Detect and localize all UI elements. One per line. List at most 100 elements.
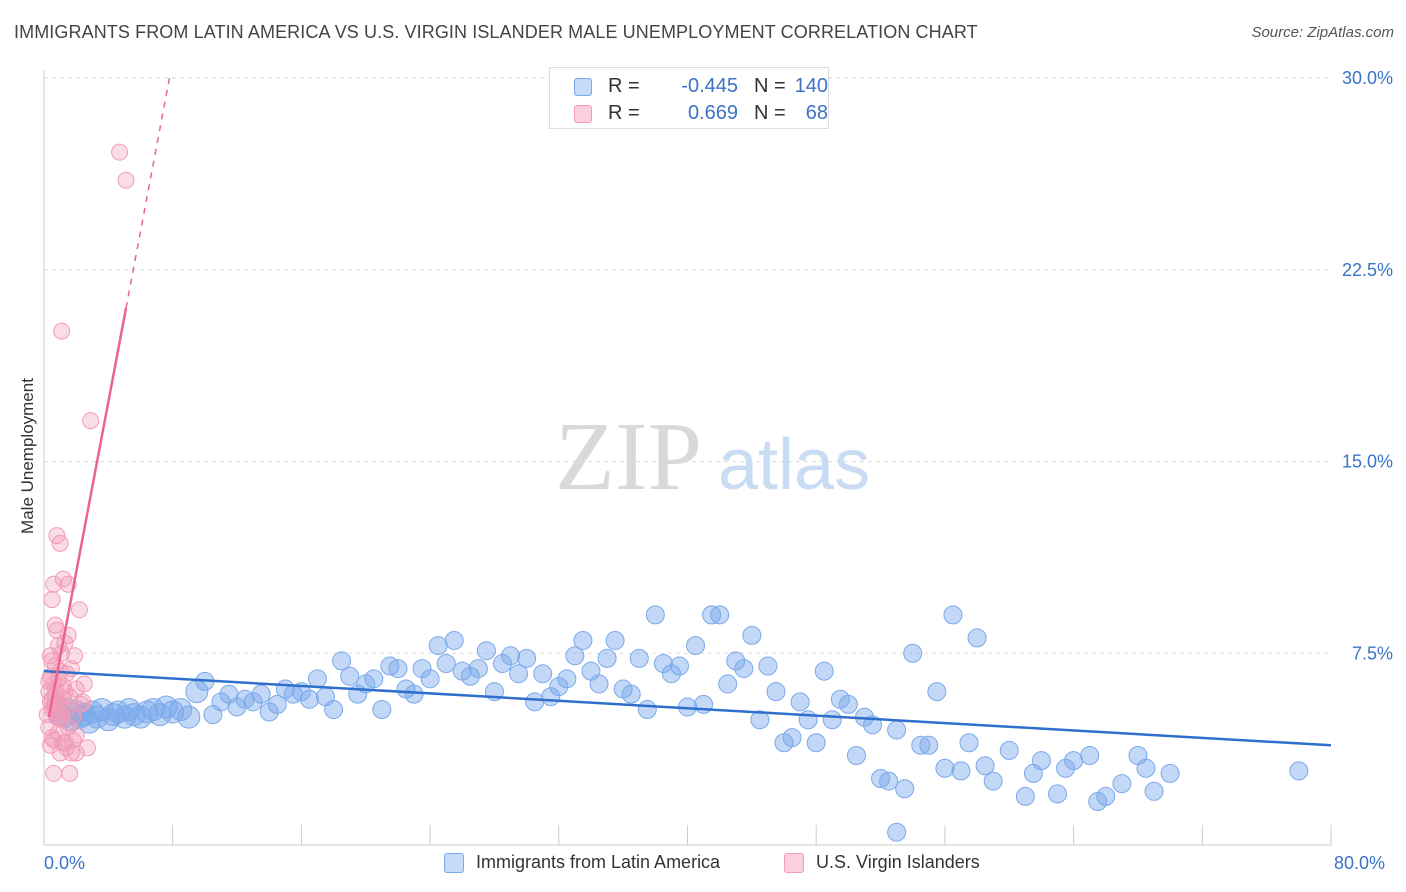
point-latin-america-54 xyxy=(412,659,432,679)
point-virgin-islanders-52 xyxy=(61,764,79,782)
legend-r-value: -0.445 xyxy=(681,75,738,97)
point-latin-america-58 xyxy=(444,630,464,650)
bottom-legend-label: Immigrants from Latin America xyxy=(476,852,721,872)
point-latin-america-83 xyxy=(645,605,665,625)
bottom-legend-swatch-pink xyxy=(784,853,804,873)
point-latin-america-133 xyxy=(1080,746,1100,766)
point-latin-america-92 xyxy=(718,674,738,694)
point-latin-america-51 xyxy=(388,659,408,679)
watermark-zip: ZIP xyxy=(555,403,702,511)
point-virgin-islanders-47 xyxy=(45,764,63,782)
point-latin-america-49 xyxy=(372,699,392,719)
point-latin-america-86 xyxy=(669,656,689,676)
x-tick-label-min: 0.0% xyxy=(44,853,86,873)
y-tick-labels: 7.5% 15.0% 22.5% 30.0% xyxy=(1342,68,1393,663)
point-latin-america-105 xyxy=(822,710,842,730)
legend-r-label: R = xyxy=(608,75,640,97)
point-latin-america-91 xyxy=(710,605,730,625)
legend-swatch-blue xyxy=(574,78,592,96)
legend-n-label: N = xyxy=(754,102,786,124)
legend-box: R = -0.445 N = 140 R = 0.669 N = 68 xyxy=(549,67,829,129)
point-latin-america-140 xyxy=(1160,763,1180,783)
point-latin-america-81 xyxy=(629,648,649,668)
point-latin-america-60 xyxy=(460,666,480,686)
point-virgin-islanders-62 xyxy=(56,683,74,701)
point-latin-america-61 xyxy=(468,659,488,679)
point-latin-america-55 xyxy=(420,669,440,689)
point-latin-america-111 xyxy=(871,769,891,789)
point-latin-america-53 xyxy=(404,684,424,704)
point-virgin-islanders-43 xyxy=(54,570,72,588)
point-latin-america-40 xyxy=(299,689,319,709)
point-latin-america-138 xyxy=(1136,758,1156,778)
point-latin-america-129 xyxy=(1031,751,1051,771)
point-latin-america-43 xyxy=(324,699,344,719)
point-virgin-islanders-40 xyxy=(46,616,64,634)
point-latin-america-98 xyxy=(766,682,786,702)
y-tick-label-1: 15.0% xyxy=(1342,452,1393,472)
point-latin-america-45 xyxy=(340,666,360,686)
point-virgin-islanders-54 xyxy=(67,744,85,762)
point-latin-america-95 xyxy=(742,625,762,645)
point-latin-america-136 xyxy=(1112,774,1132,794)
y-tick-label-3: 30.0% xyxy=(1342,68,1393,88)
point-virgin-islanders-65 xyxy=(111,143,129,161)
point-latin-america-114 xyxy=(895,779,915,799)
point-virgin-islanders-39 xyxy=(45,575,63,593)
point-latin-america-94 xyxy=(734,659,754,679)
point-latin-america-74 xyxy=(573,630,593,650)
point-virgin-islanders-64 xyxy=(82,412,100,430)
point-virgin-islanders-32 xyxy=(67,726,85,744)
watermark-atlas: atlas xyxy=(718,425,870,505)
point-latin-america-113 xyxy=(887,720,907,740)
legend-swatch-pink xyxy=(574,105,592,123)
point-virgin-islanders-31 xyxy=(66,647,84,665)
point-latin-america-62 xyxy=(476,641,496,661)
point-virgin-islanders-53 xyxy=(64,731,82,749)
point-latin-america-139 xyxy=(1144,781,1164,801)
legend-n-value: 140 xyxy=(794,75,828,97)
point-latin-america-124 xyxy=(975,756,995,776)
point-latin-america-102 xyxy=(798,710,818,730)
point-latin-america-118 xyxy=(927,682,947,702)
point-latin-america-34 xyxy=(251,684,271,704)
bottom-legend-swatch-blue xyxy=(444,853,464,873)
point-latin-america-66 xyxy=(509,664,529,684)
chart-title: IMMIGRANTS FROM LATIN AMERICA VS U.S. VI… xyxy=(14,22,978,42)
point-latin-america-80 xyxy=(621,684,641,704)
point-latin-america-41 xyxy=(307,669,327,689)
point-virgin-islanders-36 xyxy=(75,675,93,693)
series-virgin-islanders-points xyxy=(38,143,135,782)
y-axis-label: Male Unemployment xyxy=(18,378,37,534)
series-latin-america-points xyxy=(45,605,1309,842)
point-latin-america-107 xyxy=(838,694,858,714)
point-virgin-islanders-37 xyxy=(78,739,96,757)
point-latin-america-71 xyxy=(549,676,569,696)
x-tick-label-max: 80.0% xyxy=(1334,853,1386,873)
point-virgin-islanders-66 xyxy=(117,171,135,189)
point-virgin-islanders-61 xyxy=(53,706,71,724)
point-latin-america-101 xyxy=(790,692,810,712)
point-latin-america-100 xyxy=(782,728,802,748)
point-latin-america-115 xyxy=(903,643,923,663)
trendlines xyxy=(43,77,1332,747)
point-latin-america-69 xyxy=(533,664,553,684)
gridlines xyxy=(44,77,1331,654)
point-virgin-islanders-46 xyxy=(43,729,61,747)
point-latin-america-85 xyxy=(661,664,681,684)
legend-n-label: N = xyxy=(754,75,786,97)
point-latin-america-120 xyxy=(943,605,963,625)
point-latin-america-25 xyxy=(177,705,201,729)
point-latin-america-119 xyxy=(935,758,955,778)
y-tick-label-0: 7.5% xyxy=(1352,643,1393,663)
point-latin-america-121 xyxy=(951,761,971,781)
point-latin-america-97 xyxy=(758,656,778,676)
point-latin-america-78 xyxy=(605,630,625,650)
trendline-latin-america xyxy=(43,669,1332,747)
point-latin-america-131 xyxy=(1056,758,1076,778)
point-latin-america-125 xyxy=(983,771,1003,791)
point-latin-america-56 xyxy=(428,636,448,656)
point-latin-america-72 xyxy=(557,669,577,689)
point-latin-america-33 xyxy=(243,692,263,712)
